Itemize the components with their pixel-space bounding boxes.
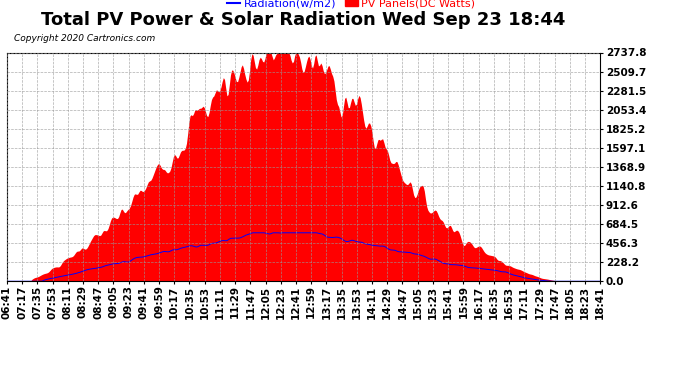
Text: Total PV Power & Solar Radiation Wed Sep 23 18:44: Total PV Power & Solar Radiation Wed Sep… [41, 11, 566, 29]
Legend: Radiation(w/m2), PV Panels(DC Watts): Radiation(w/m2), PV Panels(DC Watts) [222, 0, 480, 13]
Text: Copyright 2020 Cartronics.com: Copyright 2020 Cartronics.com [14, 34, 155, 43]
